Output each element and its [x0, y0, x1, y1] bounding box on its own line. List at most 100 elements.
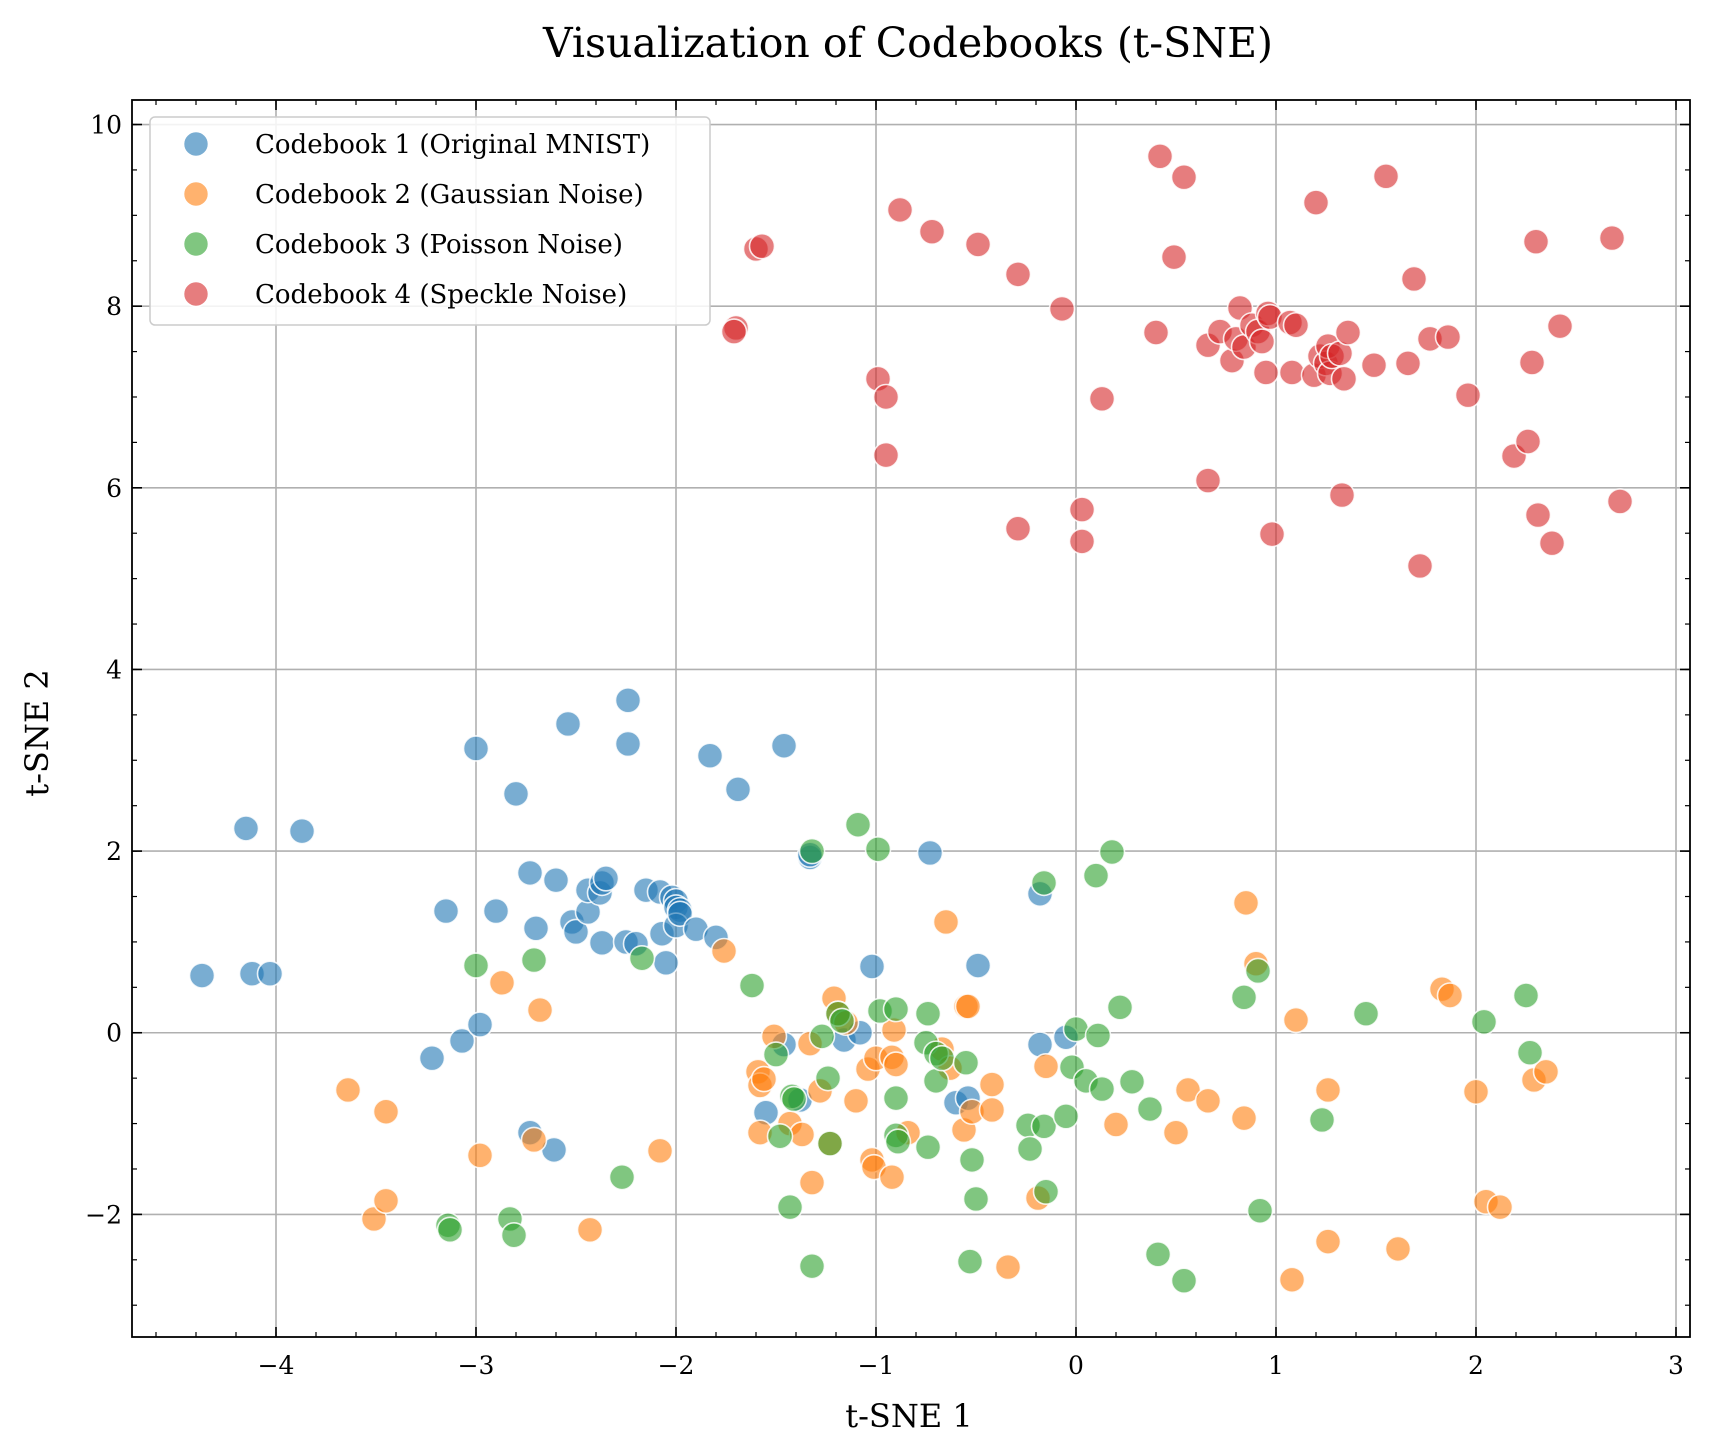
data-point-series-2	[526, 996, 554, 1024]
data-point-series-4	[1330, 365, 1358, 393]
data-point-series-4	[1282, 311, 1310, 339]
data-point-series-1	[666, 900, 694, 928]
y-tick-label: 4	[106, 655, 122, 684]
data-point-series-2	[1282, 1006, 1310, 1034]
x-tick-label: 0	[1068, 1351, 1084, 1380]
data-point-series-4	[1146, 143, 1174, 170]
data-point-series-4	[1194, 467, 1222, 494]
data-point-series-1	[432, 897, 460, 925]
x-tick-label: 3	[1668, 1351, 1684, 1380]
legend-label-series-3: Codebook 3 (Poisson Noise)	[255, 230, 623, 260]
data-point-series-4	[1302, 189, 1330, 216]
data-point-series-3	[1230, 984, 1258, 1011]
plot-area: −4 −3 −2 −1 0 1 2 3 −2 0 2 4 6 8 10 Codebook 1 (Origina…	[85, 99, 1691, 1380]
data-point-series-3	[956, 1248, 984, 1275]
data-point-series-4	[1514, 428, 1542, 455]
x-tick-label: −1	[858, 1351, 895, 1380]
data-point-series-4	[1142, 319, 1170, 346]
data-point-series-4	[1258, 520, 1286, 548]
data-point-series-3	[962, 1185, 990, 1213]
data-point-series-1	[502, 780, 530, 808]
data-point-series-1	[462, 735, 490, 762]
data-point-series-3	[1052, 1103, 1080, 1130]
data-point-series-3	[766, 1122, 794, 1150]
data-point-series-4	[1278, 359, 1306, 386]
data-point-series-3	[808, 1023, 836, 1050]
data-point-series-1	[466, 1011, 494, 1038]
data-point-series-4	[748, 232, 776, 260]
data-point-series-3	[1470, 1008, 1498, 1036]
data-point-series-2	[1232, 889, 1260, 917]
data-point-series-3	[1144, 1241, 1172, 1268]
legend-marker-series-2	[182, 180, 210, 208]
data-point-series-3	[1016, 1135, 1044, 1163]
data-point-series-1	[1026, 1031, 1054, 1058]
legend-label-series-2: Codebook 2 (Gaussian Noise)	[255, 180, 644, 210]
legend-label-series-4: Codebook 4 (Speckle Noise)	[255, 280, 627, 310]
data-point-series-4	[1546, 312, 1574, 340]
y-tick-label: 10	[90, 111, 122, 140]
data-point-series-3	[762, 1041, 790, 1068]
data-point-series-4	[872, 383, 900, 411]
data-point-series-1	[614, 687, 642, 714]
data-point-series-3	[1098, 838, 1126, 866]
data-point-series-3	[738, 972, 766, 999]
data-point-series-2	[488, 969, 516, 997]
data-point-series-1	[288, 817, 316, 845]
data-point-series-3	[798, 837, 826, 865]
data-point-series-4	[1160, 243, 1188, 271]
data-point-series-2	[520, 1126, 548, 1154]
data-point-series-3	[628, 944, 656, 972]
data-point-series-3	[1030, 1112, 1058, 1140]
data-point-series-4	[1334, 319, 1362, 346]
data-point-series-4	[1524, 501, 1552, 529]
data-point-series-4	[720, 318, 748, 345]
data-point-series-2	[710, 937, 738, 965]
data-point-series-1	[516, 859, 544, 887]
data-point-series-3	[608, 1163, 636, 1191]
y-tick-label: 6	[106, 474, 122, 503]
data-point-series-3	[1516, 1039, 1544, 1067]
data-point-series-3	[816, 1130, 844, 1157]
data-point-series-3	[844, 811, 872, 839]
data-point-series-3	[436, 1216, 464, 1244]
data-point-series-3	[884, 1128, 912, 1156]
legend-marker-series-1	[182, 130, 210, 158]
data-point-series-2	[1462, 1078, 1490, 1106]
data-point-series-3	[828, 1007, 856, 1035]
data-point-series-2	[750, 1065, 778, 1093]
data-point-series-2	[1314, 1076, 1342, 1104]
data-point-series-3	[864, 835, 892, 863]
data-point-series-1	[858, 953, 886, 980]
data-point-series-4	[1004, 261, 1032, 288]
data-point-series-3	[1062, 1015, 1090, 1043]
chart-title: Visualization of Codebooks (t-SNE)	[542, 19, 1273, 67]
data-point-series-4	[1454, 381, 1482, 409]
data-point-series-4	[1068, 496, 1096, 523]
data-point-series-1	[554, 710, 582, 738]
legend-label-series-1: Codebook 1 (Original MNIST)	[255, 130, 650, 160]
x-tick-label: −2	[658, 1351, 695, 1380]
data-point-series-3	[922, 1067, 950, 1095]
data-point-series-4	[1538, 529, 1566, 557]
data-point-series-4	[1048, 295, 1076, 323]
data-point-series-3	[814, 1064, 842, 1092]
data-point-series-3	[1084, 1022, 1112, 1049]
data-point-series-2	[1486, 1193, 1514, 1221]
data-point-series-3	[500, 1221, 528, 1249]
data-point-series-4	[1606, 488, 1634, 515]
data-point-series-1	[770, 732, 798, 760]
x-axis-label: t-SNE 1	[845, 1397, 972, 1435]
data-point-series-1	[588, 929, 616, 957]
x-tick-label: 1	[1268, 1351, 1284, 1380]
data-point-series-3	[1118, 1068, 1146, 1096]
data-point-series-3	[1136, 1095, 1164, 1123]
data-point-series-1	[256, 960, 284, 988]
data-point-series-3	[914, 1000, 942, 1027]
data-point-series-1	[232, 815, 260, 842]
data-point-series-3	[928, 1044, 956, 1072]
data-point-series-2	[788, 1121, 816, 1148]
data-point-series-4	[1598, 224, 1626, 252]
data-point-series-4	[1400, 265, 1428, 293]
